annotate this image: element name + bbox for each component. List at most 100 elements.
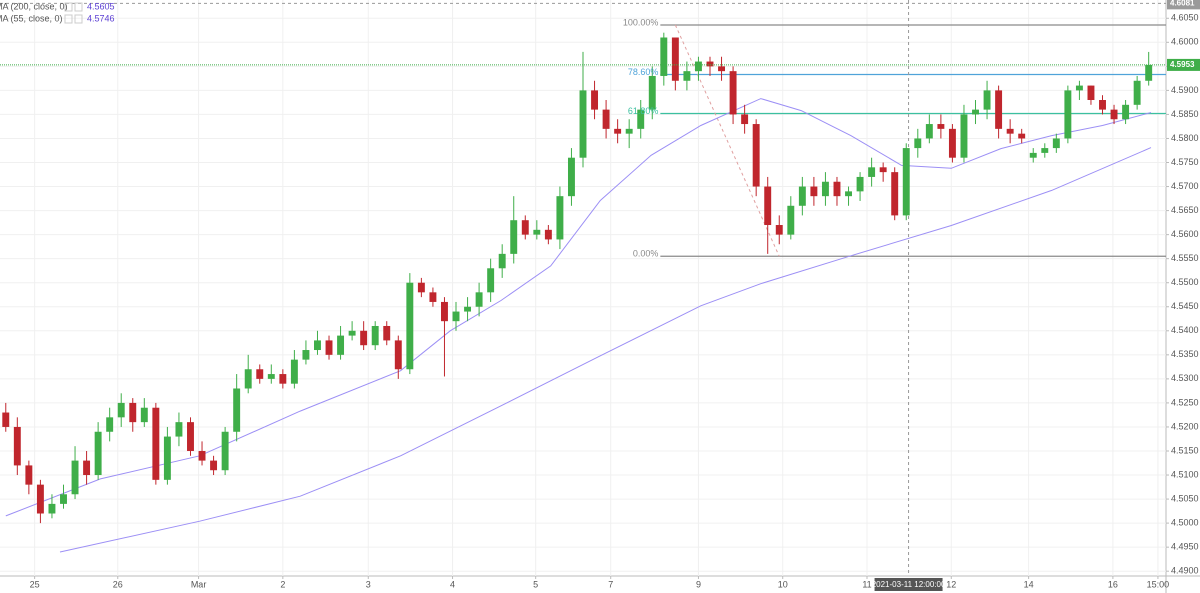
candle-body bbox=[1052, 138, 1060, 149]
candle-body bbox=[948, 128, 956, 158]
y-tick-label: 4.6050 bbox=[1171, 13, 1199, 23]
candle-body bbox=[267, 374, 275, 379]
candle-body bbox=[810, 186, 818, 197]
y-tick-label: 4.5800 bbox=[1171, 133, 1199, 143]
candle-body bbox=[752, 124, 760, 187]
candle-body bbox=[487, 268, 495, 293]
price-tag-label: 4.6081 bbox=[1170, 0, 1195, 7]
candle-body bbox=[972, 109, 979, 115]
candle-body bbox=[279, 374, 287, 384]
x-tick-label: 15:00 bbox=[1147, 579, 1170, 589]
candle-body bbox=[625, 128, 633, 134]
y-tick-label: 4.5700 bbox=[1171, 181, 1199, 191]
candle-body bbox=[175, 422, 183, 437]
candle-body bbox=[729, 71, 737, 115]
candle-body bbox=[36, 484, 44, 514]
candle-body bbox=[521, 220, 529, 235]
fib-label: 100.00% bbox=[623, 17, 659, 27]
candle-body bbox=[360, 330, 368, 346]
legend-name: MA (55, close, 0) bbox=[0, 13, 63, 23]
candle-body bbox=[671, 37, 679, 81]
candle-body bbox=[960, 114, 968, 158]
candle-body bbox=[995, 90, 1003, 129]
x-tick-label: Mar bbox=[191, 579, 207, 589]
candle-body bbox=[452, 311, 460, 322]
x-tick-label: 16 bbox=[1108, 579, 1118, 589]
candle-body bbox=[1064, 90, 1072, 139]
y-tick-label: 4.5050 bbox=[1171, 493, 1199, 503]
candle-body bbox=[152, 407, 160, 480]
y-tick-label: 4.5650 bbox=[1171, 205, 1199, 215]
ma-line bbox=[59, 147, 1152, 553]
y-tick-label: 4.5200 bbox=[1171, 421, 1199, 431]
fib-label: 78.60% bbox=[628, 67, 659, 77]
candle-body bbox=[83, 460, 91, 476]
x-tick-label: 25 bbox=[30, 579, 40, 589]
crosshair-tag bbox=[874, 578, 943, 591]
candle-body bbox=[798, 186, 806, 206]
candle-body bbox=[1075, 85, 1083, 91]
y-tick-label: 4.5500 bbox=[1171, 277, 1199, 287]
candle-body bbox=[1018, 133, 1026, 139]
candle-body bbox=[683, 71, 691, 81]
candle-body bbox=[718, 66, 725, 72]
candle-body bbox=[348, 330, 356, 336]
candle-body bbox=[429, 292, 437, 302]
x-tick-label: 26 bbox=[113, 579, 123, 589]
y-tick-label: 4.5000 bbox=[1171, 517, 1199, 527]
candle-body bbox=[1110, 109, 1118, 120]
candle-body bbox=[417, 282, 425, 293]
candle-body bbox=[706, 61, 714, 67]
candle-body bbox=[60, 494, 67, 504]
candle-body bbox=[764, 186, 772, 226]
y-tick-label: 4.5550 bbox=[1171, 253, 1199, 263]
candle-body bbox=[129, 402, 137, 423]
candle-body bbox=[925, 124, 933, 139]
candle-body bbox=[210, 460, 218, 471]
candle-body bbox=[602, 109, 610, 129]
candle-body bbox=[579, 90, 587, 158]
candle-body bbox=[498, 253, 506, 269]
candle-body bbox=[660, 37, 668, 76]
candle-body bbox=[187, 422, 194, 451]
candle-body bbox=[117, 402, 125, 418]
candle-body bbox=[1099, 100, 1106, 110]
candle-body bbox=[1006, 128, 1014, 134]
plot-area bbox=[0, 0, 1166, 576]
y-tick-label: 4.4900 bbox=[1171, 566, 1199, 576]
y-tick-label: 4.5750 bbox=[1171, 157, 1199, 167]
candle-body bbox=[71, 460, 79, 495]
y-tick-label: 4.5850 bbox=[1171, 109, 1199, 119]
x-tick-label: 5 bbox=[533, 579, 538, 589]
x-tick-label: 12 bbox=[946, 579, 956, 589]
x-tick-label: 3 bbox=[366, 579, 371, 589]
candle-body bbox=[290, 359, 298, 384]
candle-body bbox=[914, 138, 922, 149]
candle-body bbox=[394, 340, 402, 370]
legend-icon bbox=[64, 2, 73, 12]
candle-body bbox=[591, 90, 599, 110]
candle-body bbox=[244, 369, 252, 389]
candle-body bbox=[556, 196, 564, 240]
x-tick-label: 9 bbox=[696, 579, 701, 589]
y-tick-label: 4.6000 bbox=[1171, 37, 1199, 47]
candle-body bbox=[567, 157, 575, 197]
candle-body bbox=[648, 75, 656, 110]
legend-value: 4.5746 bbox=[87, 13, 115, 23]
y-tick-label: 4.5600 bbox=[1171, 229, 1199, 239]
legend-value: 4.5605 bbox=[87, 1, 115, 11]
candle-body bbox=[13, 426, 21, 466]
y-tick-label: 4.4950 bbox=[1171, 542, 1199, 552]
candle-body bbox=[140, 407, 148, 423]
candle-body bbox=[821, 181, 829, 197]
y-tick-label: 4.5350 bbox=[1171, 349, 1199, 359]
crosshair-label: 2021-03-11 12:00:00 bbox=[872, 580, 946, 589]
candle-body bbox=[845, 191, 852, 197]
candle-body bbox=[198, 450, 206, 461]
x-tick-label: 4 bbox=[450, 579, 455, 589]
legend-name: MA (200, close, 0) bbox=[0, 1, 68, 11]
candle-body bbox=[891, 172, 899, 216]
candle-body bbox=[475, 292, 483, 307]
ma-line bbox=[5, 98, 1152, 517]
